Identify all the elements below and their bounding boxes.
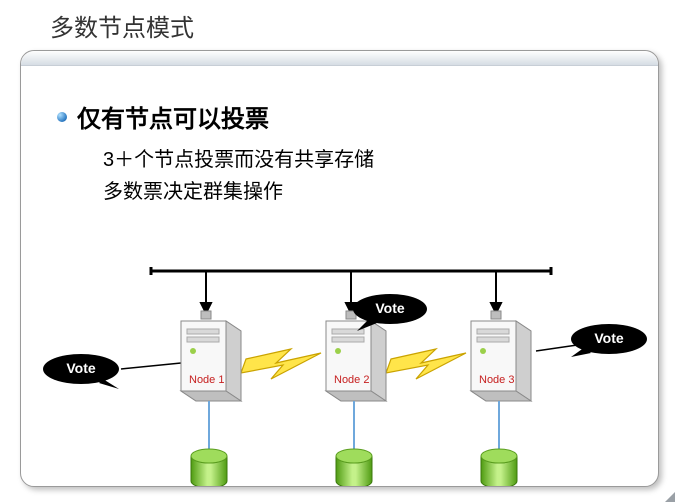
page-title: 多数节点模式	[50, 8, 194, 43]
subtext-2: 多数票决定群集操作	[103, 175, 283, 204]
disk-2	[336, 449, 372, 487]
heading-text: 仅有节点可以投票	[77, 99, 269, 134]
vote-label-3: Vote	[569, 330, 649, 346]
server-node-2: Node 2	[326, 321, 386, 401]
stage: 多数节点模式 仅有节点可以投票 3＋个节点投票而没有共享存储 多数票决定群集操作	[0, 0, 677, 504]
disk-3	[481, 449, 517, 487]
vote-label-2: Vote	[351, 300, 429, 316]
node-2-label: Node 2	[334, 374, 369, 386]
node-1-label: Node 1	[189, 374, 224, 386]
card-header-bar	[21, 51, 658, 66]
server-node-1: Node 1	[181, 321, 241, 401]
heading-row: 仅有节点可以投票	[57, 99, 269, 134]
disk-1	[191, 449, 227, 487]
server-node-3: Node 3	[471, 321, 531, 401]
subtext-1: 3＋个节点投票而没有共享存储	[103, 143, 374, 172]
bullet-icon	[57, 112, 67, 122]
vote-label-1: Vote	[41, 360, 121, 376]
node-3-label: Node 3	[479, 374, 514, 386]
content-card: 仅有节点可以投票 3＋个节点投票而没有共享存储 多数票决定群集操作	[20, 50, 659, 487]
resize-corner-icon	[665, 492, 675, 502]
cluster-diagram: Node 1 Node 2	[21, 251, 658, 487]
